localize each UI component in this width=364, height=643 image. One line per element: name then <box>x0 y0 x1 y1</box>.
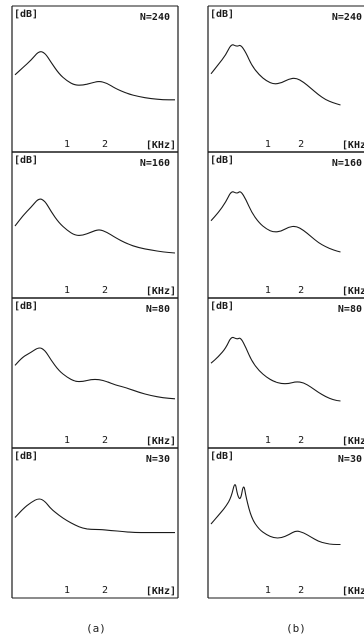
n-label: N=30 <box>338 454 362 465</box>
xunit-label: [KHz <box>342 586 364 597</box>
ylabel-db: [dB] <box>14 9 38 20</box>
xtick-label: 2 <box>298 139 304 150</box>
spectrum-curve <box>14 51 175 101</box>
ylabel-db: [dB] <box>210 451 234 462</box>
xtick-label: 1 <box>64 585 70 596</box>
ylabel-db: [dB] <box>14 155 38 166</box>
xtick-label: 1 <box>265 139 271 150</box>
n-label: N=240 <box>332 12 362 23</box>
xtick-label: 2 <box>298 435 304 446</box>
xunit-label: [KHz] <box>146 436 176 447</box>
xtick-label: 2 <box>102 435 108 446</box>
xtick-label: 2 <box>298 585 304 596</box>
n-label: N=80 <box>146 304 170 315</box>
xunit-label: [KHz <box>342 286 364 297</box>
n-label: N=240 <box>140 12 170 23</box>
xunit-label: [KHz] <box>146 286 176 297</box>
caption-a: (a) <box>86 622 106 635</box>
xtick-label: 1 <box>64 435 70 446</box>
ylabel-db: [dB] <box>14 301 38 312</box>
xtick-label: 1 <box>64 139 70 150</box>
xtick-label: 1 <box>265 585 271 596</box>
ylabel-db: [dB] <box>14 451 38 462</box>
xunit-label: [KHz <box>342 140 364 151</box>
n-label: N=30 <box>146 454 170 465</box>
xunit-label: [KHz] <box>146 140 176 151</box>
xtick-label: 2 <box>102 139 108 150</box>
xtick-label: 2 <box>298 285 304 296</box>
spectrum-curve <box>210 191 341 253</box>
spectrum-curve <box>14 347 176 400</box>
xunit-label: [KHz <box>342 436 364 447</box>
ylabel-db: [dB] <box>210 9 234 20</box>
xunit-label: [KHz] <box>146 586 176 597</box>
xtick-label: 1 <box>265 435 271 446</box>
ylabel-db: [dB] <box>210 301 234 312</box>
caption-b: (b) <box>286 622 306 635</box>
spectrum-curve <box>14 498 175 534</box>
xtick-label: 2 <box>102 285 108 296</box>
n-label: N=160 <box>140 158 170 169</box>
spectrum-curve <box>210 336 341 402</box>
spectrum-curve <box>210 44 341 106</box>
xtick-label: 2 <box>102 585 108 596</box>
n-label: N=80 <box>338 304 362 315</box>
xtick-label: 1 <box>64 285 70 296</box>
spectrum-curve <box>210 484 341 546</box>
xtick-label: 1 <box>265 285 271 296</box>
spectrum-curve <box>14 198 176 254</box>
n-label: N=160 <box>332 158 362 169</box>
ylabel-db: [dB] <box>210 155 234 166</box>
